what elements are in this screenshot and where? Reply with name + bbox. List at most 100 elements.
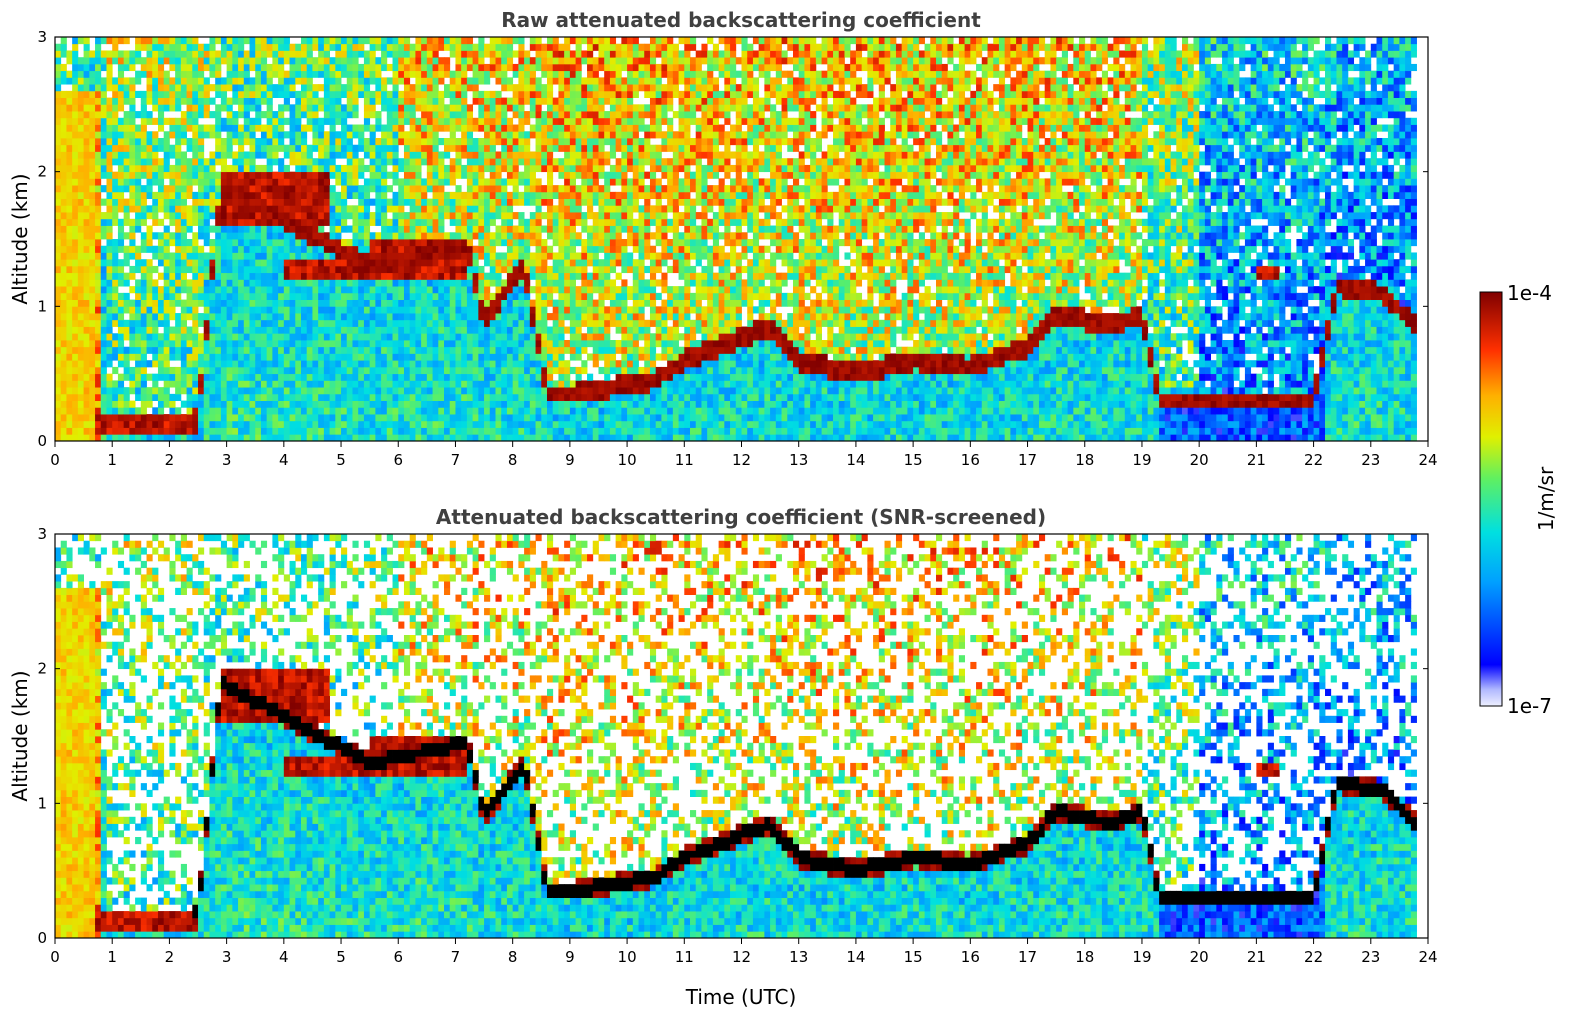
heatmap-cell bbox=[158, 111, 164, 118]
heatmap-cell bbox=[66, 158, 72, 165]
heatmap-cell bbox=[158, 178, 164, 185]
heatmap-cell bbox=[124, 306, 130, 313]
heatmap-cell bbox=[181, 151, 187, 158]
heatmap-cell bbox=[187, 77, 193, 84]
heatmap-cell bbox=[169, 273, 175, 280]
heatmap-cell bbox=[101, 313, 107, 320]
heatmap-cell bbox=[147, 77, 153, 84]
heatmap-cell bbox=[78, 91, 84, 98]
heatmap-cell bbox=[84, 313, 90, 320]
heatmap-cell bbox=[72, 293, 78, 300]
heatmap-cell bbox=[61, 232, 67, 239]
heatmap-cell bbox=[181, 192, 187, 199]
heatmap-cell bbox=[66, 199, 72, 206]
heatmap-cell bbox=[141, 165, 147, 172]
heatmap-cell bbox=[106, 212, 112, 219]
heatmap-cell bbox=[55, 165, 61, 172]
heatmap-cell bbox=[147, 387, 153, 394]
heatmap-cell bbox=[118, 374, 124, 381]
heatmap-cell bbox=[106, 293, 112, 300]
heatmap-cell bbox=[129, 327, 135, 334]
heatmap-cell bbox=[118, 380, 124, 387]
heatmap-cell bbox=[78, 37, 84, 44]
heatmap-cell bbox=[187, 178, 193, 185]
heatmap-cell bbox=[84, 340, 90, 347]
heatmap-cell bbox=[95, 37, 101, 44]
heatmap-cell bbox=[106, 178, 112, 185]
heatmap-cell bbox=[181, 239, 187, 246]
heatmap-cell bbox=[135, 91, 141, 98]
heatmap-cell bbox=[192, 199, 198, 206]
heatmap-cell bbox=[158, 125, 164, 132]
heatmap-cell bbox=[66, 165, 72, 172]
heatmap-cell bbox=[66, 320, 72, 327]
heatmap-cell bbox=[106, 428, 112, 435]
heatmap-cell bbox=[158, 313, 164, 320]
heatmap-cell bbox=[135, 340, 141, 347]
heatmap-cell bbox=[175, 138, 181, 145]
heatmap-cell bbox=[89, 226, 95, 233]
heatmap-cell bbox=[106, 50, 112, 57]
heatmap-cell bbox=[112, 104, 118, 111]
heatmap-cell bbox=[164, 151, 170, 158]
heatmap-cell bbox=[169, 118, 175, 125]
heatmap-cell bbox=[158, 118, 164, 125]
heatmap-cell bbox=[147, 37, 153, 44]
heatmap-cell bbox=[152, 374, 158, 381]
heatmap-cell bbox=[164, 394, 170, 401]
heatmap-cell bbox=[147, 300, 153, 307]
heatmap-cell bbox=[147, 212, 153, 219]
heatmap-cell bbox=[164, 226, 170, 233]
heatmap-cell bbox=[78, 239, 84, 246]
heatmap-cell bbox=[129, 84, 135, 91]
heatmap-cell bbox=[118, 428, 124, 435]
heatmap-cell bbox=[66, 421, 72, 428]
heatmap-cell bbox=[89, 407, 95, 414]
heatmap-cell bbox=[84, 37, 90, 44]
heatmap-cell bbox=[78, 145, 84, 152]
heatmap-cell bbox=[112, 239, 118, 246]
heatmap-cell bbox=[78, 273, 84, 280]
heatmap-cell bbox=[101, 125, 107, 132]
heatmap-cell bbox=[135, 212, 141, 219]
heatmap-cell bbox=[135, 353, 141, 360]
heatmap-cell bbox=[72, 414, 78, 421]
heatmap-cell bbox=[141, 37, 147, 44]
heatmap-cell bbox=[72, 165, 78, 172]
heatmap-cell bbox=[89, 401, 95, 408]
heatmap-cell bbox=[152, 360, 158, 367]
heatmap-cell bbox=[147, 428, 153, 435]
heatmap-cell bbox=[169, 125, 175, 132]
heatmap-cell bbox=[66, 226, 72, 233]
heatmap-cell bbox=[118, 219, 124, 226]
heatmap-cell bbox=[141, 259, 147, 266]
heatmap-cell bbox=[135, 300, 141, 307]
heatmap-cell bbox=[175, 421, 181, 428]
heatmap-cell bbox=[175, 185, 181, 192]
heatmap-cell bbox=[118, 50, 124, 57]
heatmap-cell bbox=[181, 205, 187, 212]
heatmap-cell bbox=[181, 158, 187, 165]
heatmap-cell bbox=[112, 91, 118, 98]
heatmap-cell bbox=[106, 98, 112, 105]
heatmap-cell bbox=[129, 77, 135, 84]
heatmap-cell bbox=[84, 91, 90, 98]
heatmap-cell bbox=[55, 360, 61, 367]
heatmap-cell bbox=[66, 353, 72, 360]
heatmap-cell bbox=[158, 360, 164, 367]
heatmap-cell bbox=[66, 374, 72, 381]
heatmap-cell bbox=[55, 199, 61, 206]
heatmap-cell bbox=[106, 57, 112, 64]
heatmap-cell bbox=[175, 37, 181, 44]
heatmap-cell bbox=[187, 394, 193, 401]
heatmap-cell bbox=[101, 380, 107, 387]
heatmap-cell bbox=[112, 158, 118, 165]
heatmap-cell bbox=[192, 428, 198, 435]
heatmap-cell bbox=[55, 44, 61, 51]
heatmap-cell bbox=[181, 300, 187, 307]
heatmap-cell bbox=[192, 239, 198, 246]
heatmap-cell bbox=[187, 421, 193, 428]
heatmap-cell bbox=[135, 125, 141, 132]
heatmap-cell bbox=[124, 387, 130, 394]
heatmap-cell bbox=[118, 91, 124, 98]
